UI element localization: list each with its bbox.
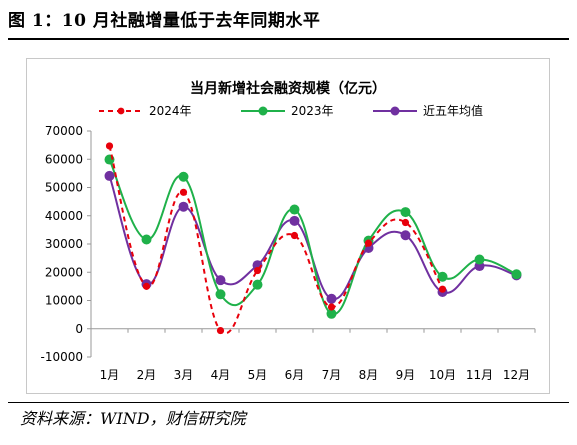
series-0 bbox=[105, 142, 447, 335]
legend-label: 近五年均值 bbox=[423, 103, 483, 118]
legend-marker bbox=[117, 107, 125, 115]
data-point bbox=[178, 171, 189, 182]
y-tick-label: 10000 bbox=[45, 294, 83, 308]
figure-title: 图 1：10 月社融增量低于去年同期水平 bbox=[8, 11, 321, 31]
x-tick-label: 5月 bbox=[248, 368, 268, 382]
x-tick-label: 1月 bbox=[100, 368, 120, 382]
series-line bbox=[108, 159, 517, 315]
data-point bbox=[289, 215, 300, 226]
data-point bbox=[401, 218, 410, 227]
data-point bbox=[474, 254, 485, 265]
y-tick-label: 50000 bbox=[45, 181, 83, 195]
x-tick-label: 10月 bbox=[429, 368, 456, 382]
x-tick-label: 9月 bbox=[396, 368, 416, 382]
y-axis: -10000 0 10000 20000 30000 40000 50000 60000 700… bbox=[40, 124, 92, 364]
top-rule bbox=[8, 38, 569, 40]
legend-marker bbox=[258, 106, 268, 116]
legend-marker bbox=[390, 106, 400, 116]
data-point bbox=[216, 326, 225, 335]
legend: 2024年 2023年 近五年均值 bbox=[99, 103, 483, 118]
x-tick-label: 4月 bbox=[211, 368, 231, 382]
data-point bbox=[252, 279, 263, 290]
data-point bbox=[105, 142, 114, 150]
data-point bbox=[215, 289, 226, 300]
data-point bbox=[215, 275, 226, 286]
y-tick-label: -10000 bbox=[40, 350, 83, 364]
source-note: 资料来源：WIND，财信研究院 bbox=[20, 409, 246, 428]
chart-svg: 当月新增社会融资规模（亿元） 2024年 2023年 近五年均值 -10000 0 10… bbox=[40, 80, 536, 382]
series-2 bbox=[104, 170, 522, 304]
data-point bbox=[364, 239, 373, 247]
data-point bbox=[253, 266, 262, 275]
data-point bbox=[141, 234, 152, 245]
data-point bbox=[104, 170, 115, 181]
chart-title: 当月新增社会融资规模（亿元） bbox=[190, 80, 386, 97]
legend-label: 2023年 bbox=[291, 104, 334, 118]
series-line bbox=[108, 175, 517, 300]
data-point bbox=[437, 271, 448, 282]
x-tick-label: 6月 bbox=[285, 368, 305, 382]
y-tick-label: 60000 bbox=[45, 152, 83, 166]
data-point bbox=[179, 188, 188, 196]
data-point bbox=[400, 207, 411, 218]
data-point bbox=[290, 231, 299, 240]
legend-item: 2023年 bbox=[241, 104, 334, 118]
x-tick-label: 11月 bbox=[466, 368, 493, 382]
legend-item: 近五年均值 bbox=[373, 103, 483, 118]
chart-frame: 当月新增社会融资规模（亿元） 2024年 2023年 近五年均值 -10000 0 10… bbox=[26, 58, 550, 394]
y-tick-label: 30000 bbox=[45, 237, 83, 251]
x-tick-label: 8月 bbox=[359, 368, 379, 382]
x-axis: 1月 2月 3月 4月 5月 6月 7月 8月 9月 10月 11月 12月 bbox=[90, 328, 536, 382]
x-tick-label: 12月 bbox=[503, 368, 530, 382]
data-point bbox=[327, 303, 336, 311]
series-layer bbox=[104, 142, 522, 335]
y-tick-label: 40000 bbox=[45, 209, 83, 223]
data-point bbox=[289, 204, 300, 215]
data-point bbox=[142, 282, 151, 290]
y-tick-label: 0 bbox=[75, 322, 83, 336]
data-point bbox=[326, 308, 337, 319]
data-point bbox=[326, 293, 337, 304]
legend-label: 2024年 bbox=[149, 104, 192, 118]
x-tick-label: 3月 bbox=[174, 368, 194, 382]
bottom-rule bbox=[8, 402, 569, 403]
x-tick-label: 7月 bbox=[322, 368, 342, 382]
series-line bbox=[108, 145, 444, 335]
legend-item: 2024年 bbox=[99, 104, 192, 118]
series-1 bbox=[104, 154, 522, 319]
data-point bbox=[511, 269, 522, 280]
data-point bbox=[400, 230, 411, 241]
y-tick-label: 70000 bbox=[45, 124, 83, 138]
data-point bbox=[178, 201, 189, 212]
x-tick-label: 2月 bbox=[137, 368, 157, 382]
y-tick-label: 20000 bbox=[45, 265, 83, 279]
data-point bbox=[438, 285, 447, 293]
